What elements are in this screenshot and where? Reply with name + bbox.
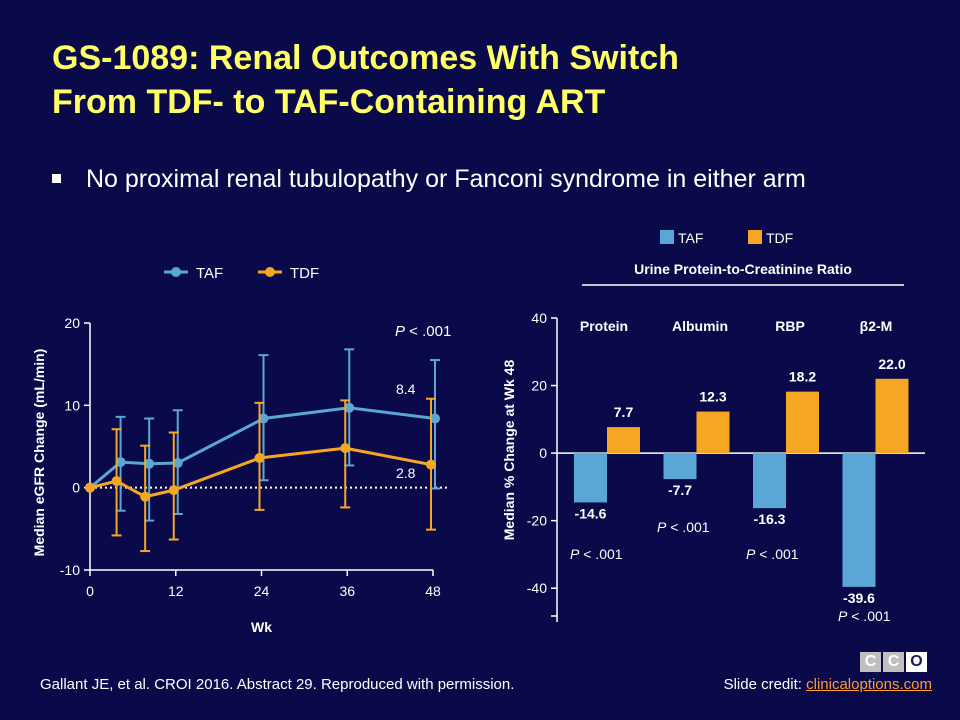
tdf-end-value-label: 2.8 — [396, 465, 416, 481]
bar-chart-y-tick-label: 40 — [531, 310, 547, 326]
p-value-protein: P < .001 — [570, 546, 623, 562]
tdf-legend-marker — [265, 267, 275, 277]
tdf-data-point — [168, 485, 179, 496]
category-label-protein: Protein — [580, 318, 628, 334]
tdf-data-point — [85, 482, 95, 493]
slide-title: GS-1089: Renal Outcomes With Switch From… — [52, 36, 932, 124]
bullet-point: No proximal renal tubulopathy or Fanconi… — [52, 162, 892, 196]
taf-data-point — [115, 457, 126, 468]
tdf-value-label-rbp: 18.2 — [789, 369, 816, 385]
taf-data-point — [258, 413, 269, 424]
bar-chart-y-tick-label: -40 — [527, 580, 547, 596]
logo-letter-o: O — [906, 652, 927, 672]
taf-bar-2-m — [842, 453, 876, 587]
tdf-legend-swatch — [748, 230, 762, 244]
tdf-bar-albumin — [696, 411, 730, 454]
taf-data-point — [430, 413, 440, 424]
tdf-data-point — [340, 443, 351, 454]
line-chart-y-label: Median eGFR Change (mL/min) — [31, 349, 47, 557]
bar-chart-y-label: Median % Change at Wk 48 — [501, 360, 517, 541]
bar-chart-y-tick-label: -20 — [527, 513, 547, 529]
title-line-1: GS-1089: Renal Outcomes With Switch — [52, 39, 679, 77]
line-chart-x-tick-label: 24 — [254, 583, 270, 599]
taf-value-label-albumin: -7.7 — [668, 482, 692, 498]
slide-credit-prefix: Slide credit: — [723, 676, 807, 693]
taf-value-label-protein: -14.6 — [575, 505, 607, 521]
taf-bar-protein — [574, 453, 607, 503]
taf-data-point — [144, 458, 155, 469]
category-label-albumin: Albumin — [672, 318, 728, 334]
clinicaloptions-link[interactable]: clinicaloptions.com — [806, 676, 932, 693]
line-chart-x-tick-label: 36 — [339, 583, 355, 599]
taf-value-label-rbp: -16.3 — [754, 511, 786, 527]
taf-bar-rbp — [753, 453, 786, 509]
taf-end-value-label: 8.4 — [396, 381, 416, 397]
p-value-albumin: P < .001 — [657, 519, 710, 535]
title-line-2: From TDF- to TAF-Containing ART — [52, 83, 606, 121]
tdf-data-point — [111, 476, 122, 487]
taf-value-label-2-m: -39.6 — [843, 590, 875, 606]
tdf-bar-rbp — [786, 391, 819, 454]
tdf-value-label-protein: 7.7 — [614, 404, 634, 420]
line-chart-x-label: Wk — [251, 619, 272, 635]
citation: Gallant JE, et al. CROI 2016. Abstract 2… — [40, 676, 515, 693]
tdf-value-label-albumin: 12.3 — [699, 389, 726, 405]
bar-chart-y-tick-label: 20 — [531, 378, 547, 394]
line-chart-y-tick-label: -10 — [60, 562, 80, 578]
bar-chart-title: Urine Protein-to-Creatinine Ratio — [634, 261, 852, 277]
p-value-2-m: P < .001 — [838, 608, 891, 624]
tdf-data-point — [254, 453, 265, 464]
taf-bar-albumin — [663, 453, 697, 480]
line-chart-y-tick-label: 0 — [72, 480, 80, 496]
taf-legend-label: TAF — [196, 265, 223, 282]
line-chart-y-tick-label: 20 — [64, 315, 80, 331]
tdf-value-label-2-m: 22.0 — [878, 356, 905, 372]
logo-letter-c1: C — [860, 652, 881, 672]
tdf-data-point — [140, 491, 151, 502]
category-label-rbp: RBP — [775, 318, 805, 334]
tdf-bar-protein — [607, 427, 640, 454]
taf-legend-label: TAF — [678, 230, 703, 246]
p-value-rbp: P < .001 — [746, 546, 799, 562]
taf-data-point — [344, 402, 355, 413]
category-label-2-m: β2-M — [860, 318, 893, 334]
line-chart-x-tick-label: 12 — [168, 583, 184, 599]
taf-legend-marker — [171, 267, 181, 277]
tdf-legend-label: TDF — [766, 230, 793, 246]
tdf-bar-2-m — [875, 378, 909, 454]
line-chart-p-value: P < .001 — [395, 323, 451, 340]
square-bullet-icon — [52, 174, 61, 183]
tdf-data-point — [426, 459, 436, 470]
line-chart-x-tick-label: 0 — [86, 583, 94, 599]
cco-logo: C C O — [860, 652, 929, 672]
tdf-legend-label: TDF — [290, 265, 319, 282]
line-chart-y-tick-label: 10 — [64, 397, 80, 413]
bar-chart-y-tick-label: 0 — [539, 445, 547, 461]
taf-data-point — [172, 457, 183, 468]
slide-credit: Slide credit: clinicaloptions.com — [724, 676, 932, 693]
logo-letter-c2: C — [883, 652, 904, 672]
bullet-text: No proximal renal tubulopathy or Fanconi… — [86, 165, 806, 193]
taf-legend-swatch — [660, 230, 674, 244]
line-chart-x-tick-label: 48 — [425, 583, 441, 599]
